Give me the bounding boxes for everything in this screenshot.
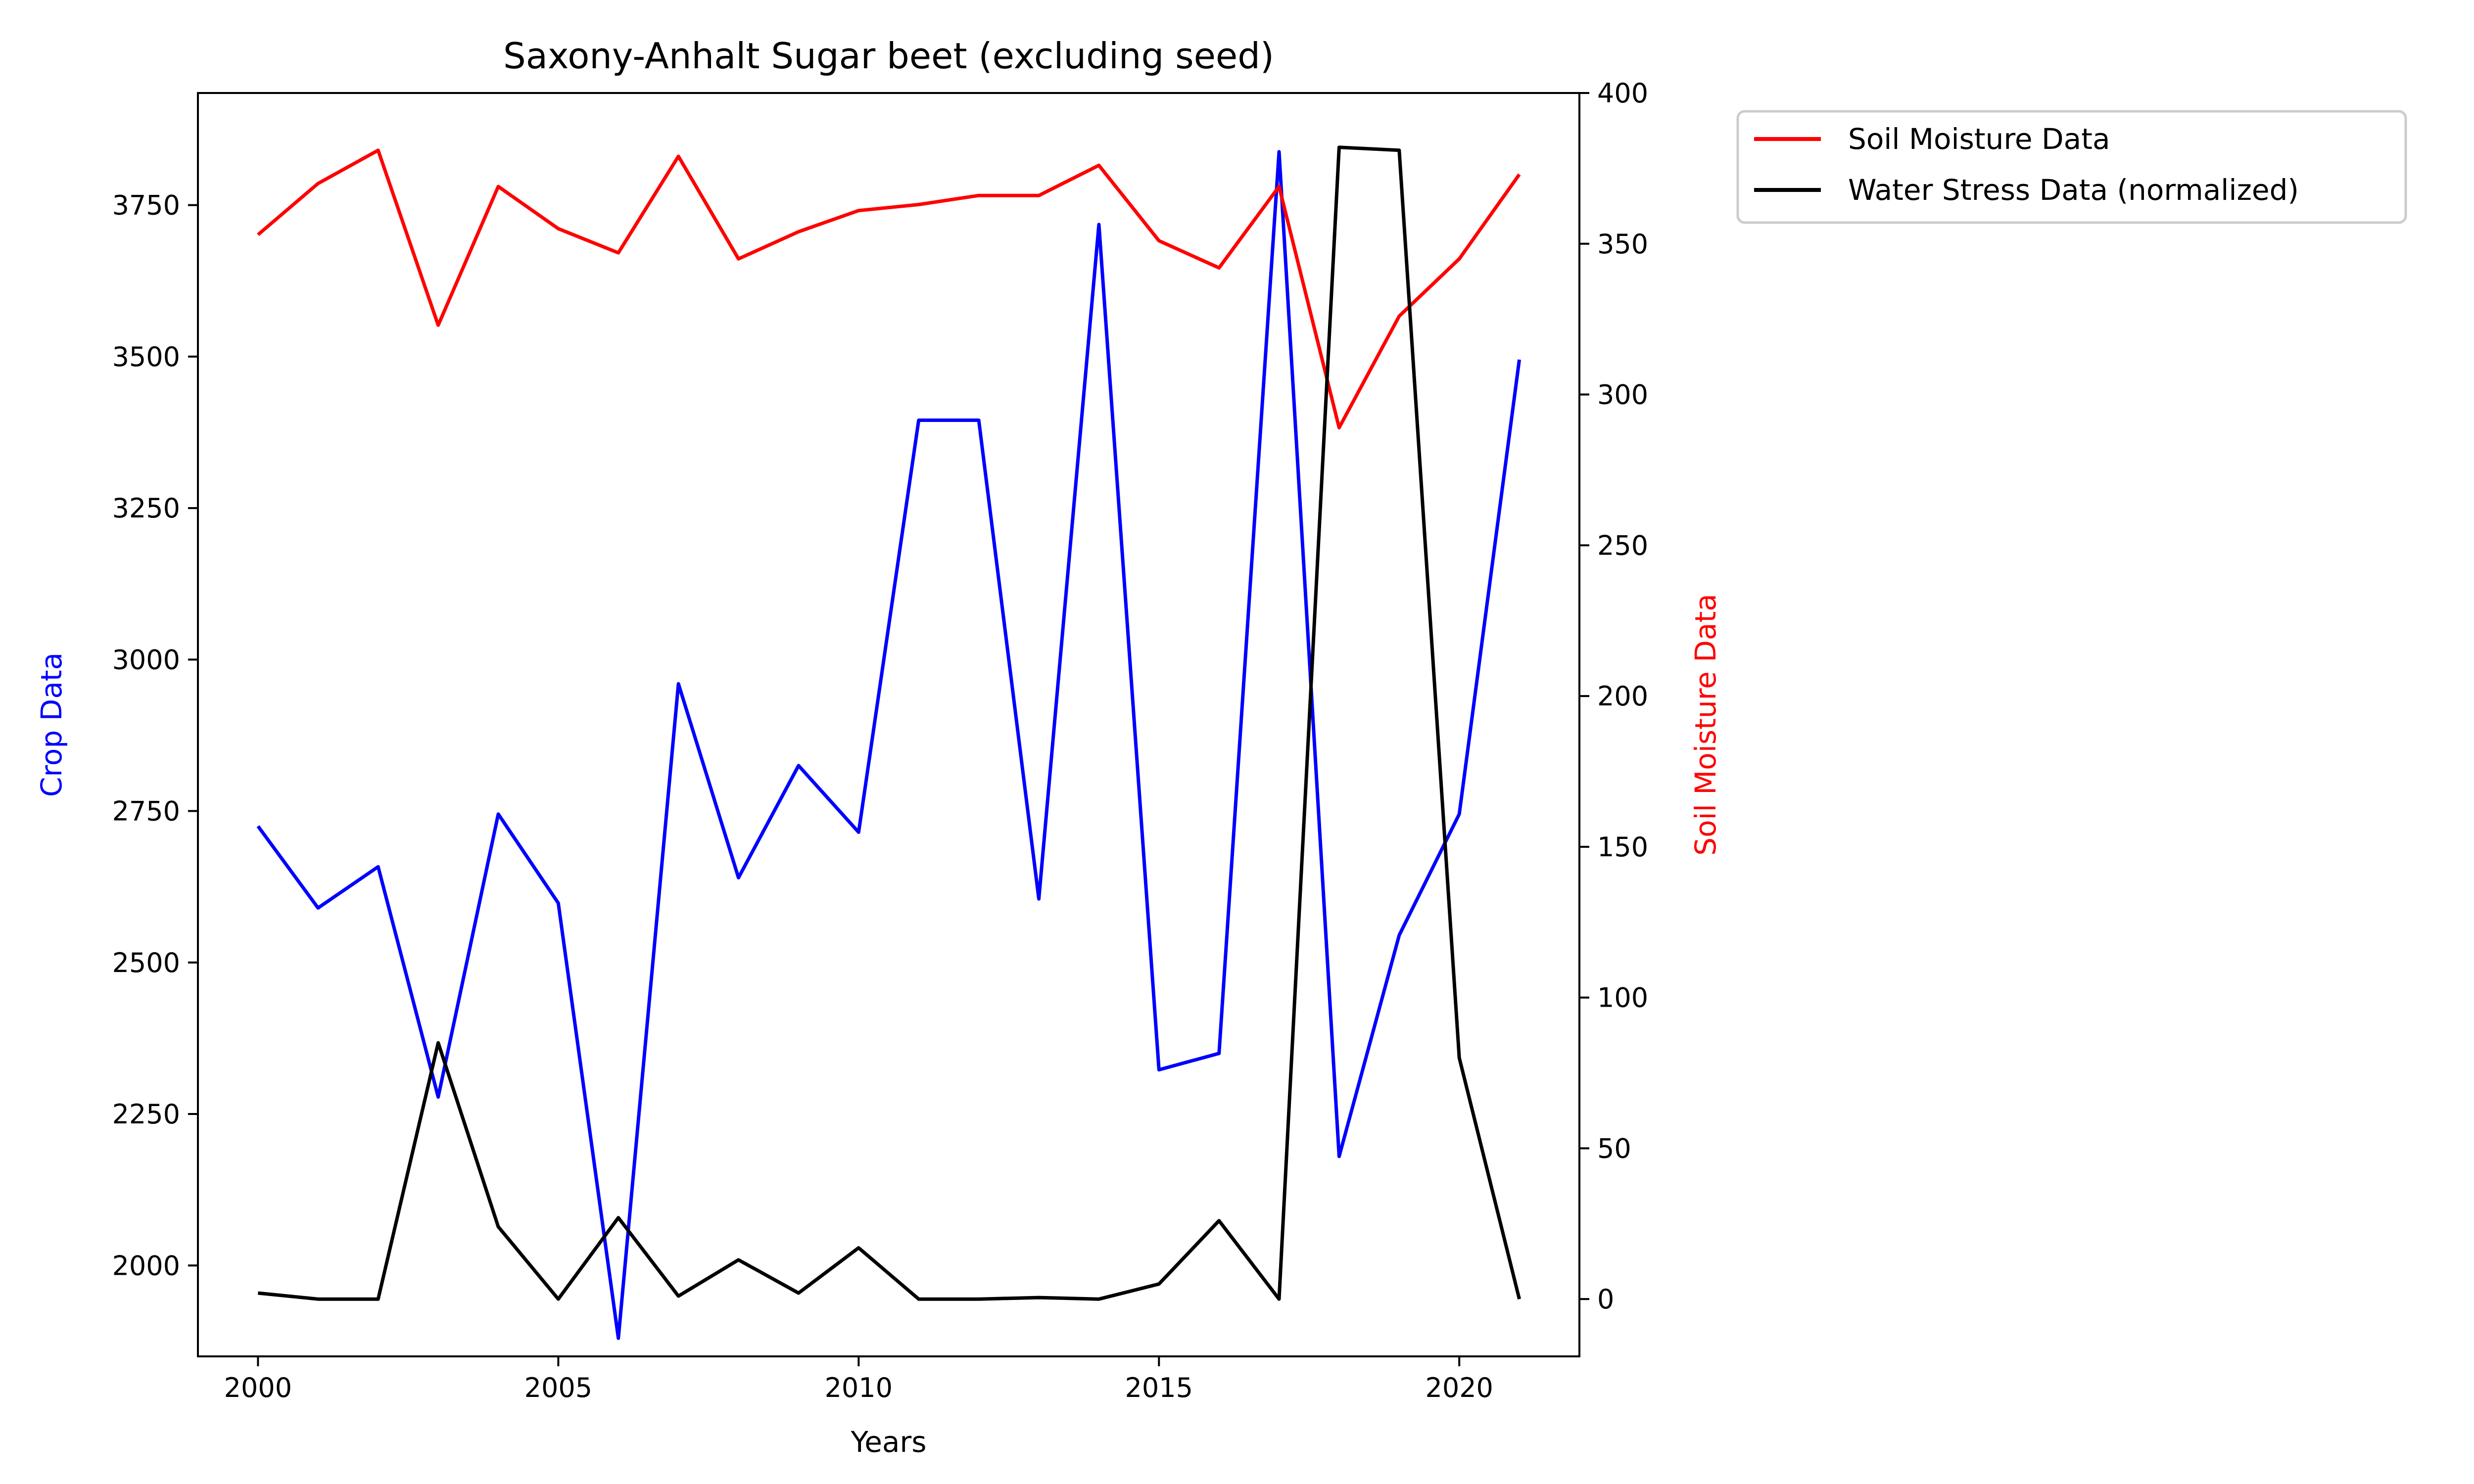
x-tick-label: 2010 bbox=[825, 1372, 893, 1403]
x-tick-label: 2005 bbox=[524, 1372, 592, 1403]
y-axis-label-right: Soil Moisture Data bbox=[1689, 594, 1722, 856]
legend: Soil Moisture Data Water Stress Data (no… bbox=[1736, 110, 2407, 224]
y-left-tick-label: 2250 bbox=[112, 1099, 180, 1130]
y-left-tick-label: 3750 bbox=[112, 190, 180, 221]
y-axis-label-left: Crop Data bbox=[35, 652, 68, 797]
y-left-tick-label: 3250 bbox=[112, 493, 180, 524]
series-line-water-stress-data-normalized bbox=[258, 145, 1521, 1301]
y-left-tick-label: 2500 bbox=[112, 947, 180, 978]
y-left-tick-label: 3500 bbox=[112, 341, 180, 372]
y-right-tick-label: 250 bbox=[1597, 530, 1648, 561]
y-right-tick-label: 100 bbox=[1597, 982, 1648, 1014]
series-line-crop-data bbox=[256, 150, 1522, 1340]
axes-layer: 2000 2005 2010 2015 202020002250250027503000… bbox=[112, 78, 1649, 1403]
y-right-tick-label: 0 bbox=[1597, 1284, 1614, 1315]
x-axis-label: Years bbox=[850, 1425, 926, 1459]
chart-title: Saxony-Anhalt Sugar beet (excluding seed… bbox=[503, 35, 1274, 77]
y-left-tick-label: 2000 bbox=[112, 1250, 180, 1281]
y-right-tick-label: 350 bbox=[1597, 229, 1648, 260]
y-right-tick-label: 400 bbox=[1597, 78, 1648, 109]
x-tick-label: 2000 bbox=[224, 1372, 292, 1403]
legend-frame bbox=[1736, 110, 2407, 224]
y-right-tick-label: 300 bbox=[1597, 379, 1648, 411]
x-tick-label: 2020 bbox=[1425, 1372, 1493, 1403]
y-left-tick-label: 2750 bbox=[112, 796, 180, 827]
y-right-tick-label: 200 bbox=[1597, 681, 1648, 712]
x-tick-label: 2015 bbox=[1125, 1372, 1193, 1403]
y-right-tick-label: 150 bbox=[1597, 832, 1648, 863]
legend-label-soil-moisture: Soil Moisture Data bbox=[1848, 122, 2110, 156]
plot-frame bbox=[197, 92, 1580, 1357]
y-right-tick-label: 50 bbox=[1597, 1133, 1631, 1164]
plot-layer bbox=[256, 145, 1522, 1340]
y-left-tick-label: 3000 bbox=[112, 644, 180, 675]
legend-label-water-stress: Water Stress Data (normalized) bbox=[1848, 173, 2299, 207]
series-line-soil-moisture-data bbox=[257, 148, 1521, 430]
